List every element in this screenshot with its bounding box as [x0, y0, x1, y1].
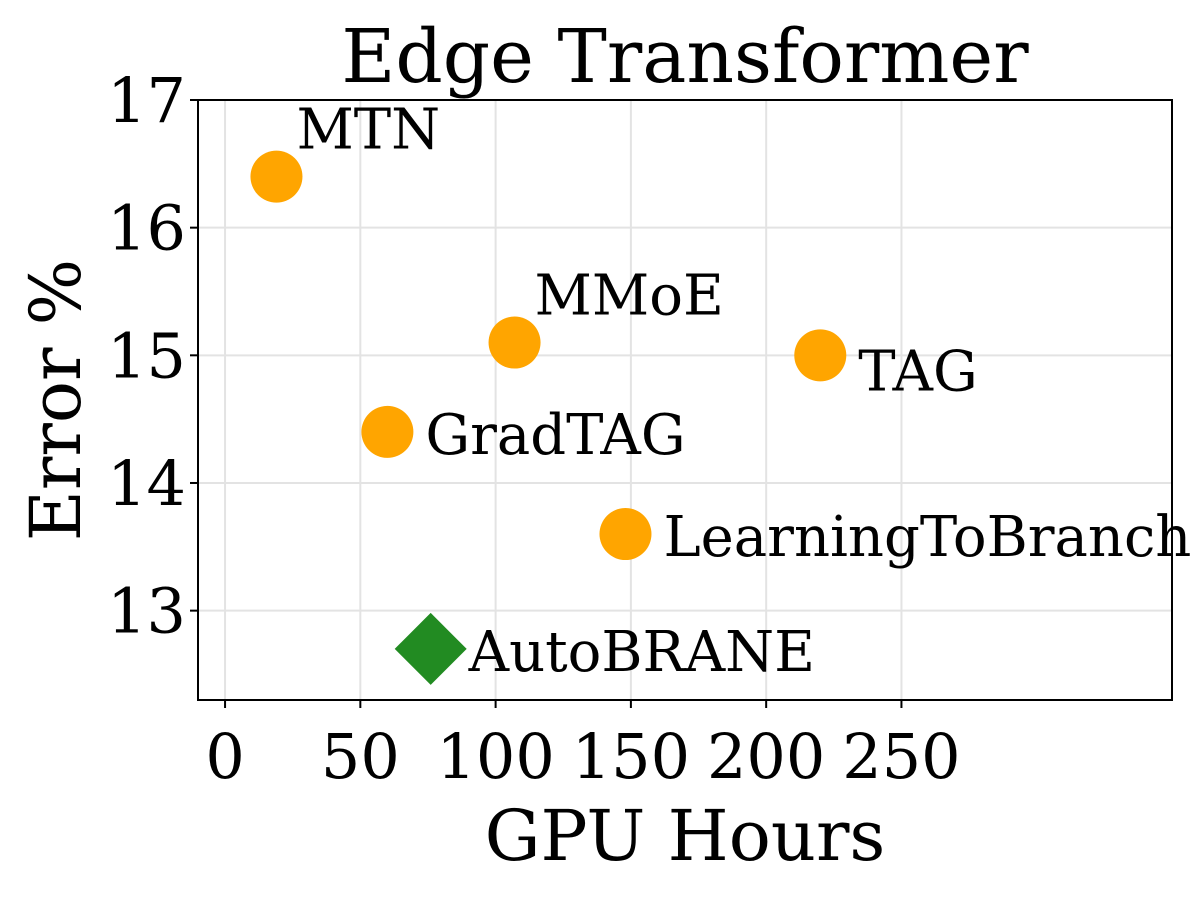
y-tick-label: 14 [107, 447, 186, 520]
point-label: TAG [858, 339, 977, 404]
plot-frame [197, 99, 1173, 701]
y-tick-label: 17 [107, 64, 186, 137]
point-autobrane [394, 612, 467, 685]
x-tick-label: 50 [321, 720, 400, 793]
x-tick-label: 100 [436, 720, 554, 793]
x-tick-label: 150 [572, 720, 690, 793]
point-mmoe [488, 316, 541, 369]
point-mtn [250, 150, 303, 203]
point-label: GradTAG [425, 403, 685, 468]
point-label: AutoBRANE [468, 620, 815, 685]
point-learningtobranch [599, 508, 652, 561]
point-tag [794, 329, 847, 382]
point-gradtag [361, 405, 414, 458]
axis-ticks: 0 50 100 150 200 250 13 14 15 16 17 [107, 64, 961, 793]
data-points: MTN MMoE TAG GradTAG LearningToBranch AutoBRA… [250, 98, 1191, 685]
point-label: MTN [296, 98, 440, 163]
x-tick-label: 250 [842, 720, 960, 793]
x-tick-label: 200 [707, 720, 825, 793]
y-tick-label: 13 [107, 575, 186, 648]
y-tick-label: 16 [107, 192, 186, 265]
point-label: LearningToBranch [663, 505, 1191, 570]
grid-lines [198, 99, 1172, 700]
y-tick-label: 15 [107, 319, 186, 392]
y-axis-label: Error % [15, 259, 97, 541]
x-tick-label: 0 [205, 720, 244, 793]
point-label: MMoE [535, 264, 724, 329]
x-axis-label: GPU Hours [485, 795, 886, 877]
chart-title: Edge Transformer [341, 14, 1029, 100]
